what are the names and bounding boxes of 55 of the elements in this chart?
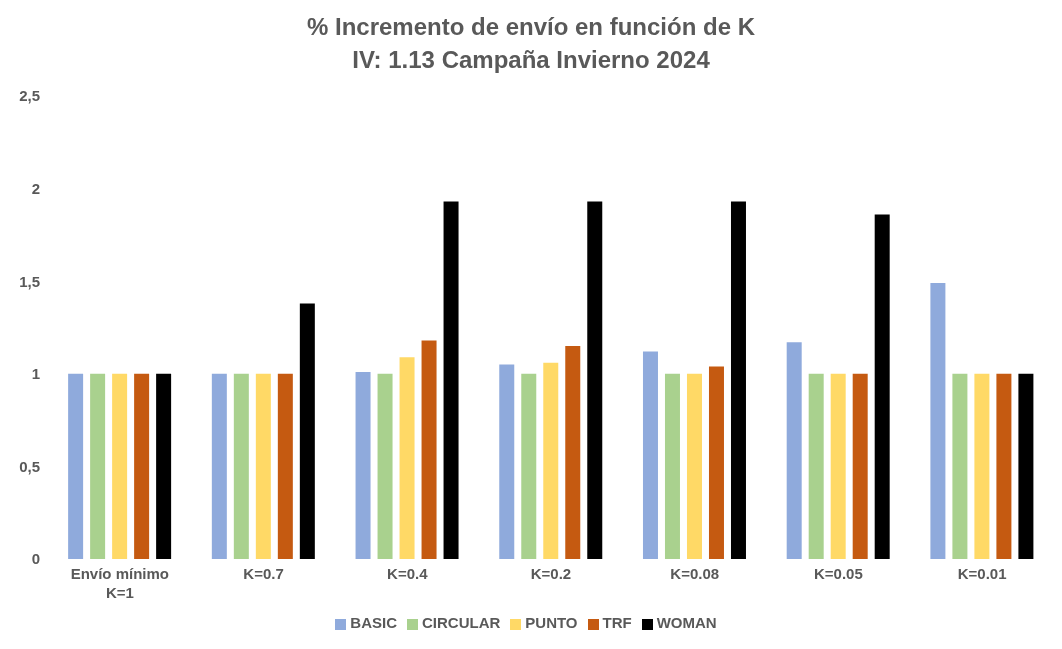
- bar: [421, 340, 437, 559]
- bar: [233, 373, 249, 559]
- chart-title: % Incremento de envío en función de K: [305, 12, 757, 42]
- x-tick-label: K=0.08: [670, 565, 720, 582]
- bar: [277, 373, 293, 559]
- bar: [830, 373, 846, 559]
- x-tick-label: K=0.01: [957, 565, 1007, 582]
- bar: [255, 373, 271, 559]
- bar: [808, 373, 824, 559]
- x-tick-label: K=0.4: [387, 565, 429, 582]
- bar: [211, 373, 227, 559]
- bar: [974, 373, 990, 559]
- bar: [852, 373, 868, 559]
- bar: [708, 366, 724, 559]
- bar: [112, 373, 128, 559]
- bar: [996, 373, 1012, 559]
- legend-label: CIRCULAR: [421, 614, 501, 631]
- bar: [565, 346, 581, 559]
- y-tick-label: 0: [31, 550, 40, 568]
- bar: [90, 373, 106, 559]
- bar: [874, 214, 890, 559]
- legend-label: TRF: [602, 614, 632, 631]
- legend-label: WOMAN: [656, 614, 717, 631]
- x-tick-label: Envío mínimo K=1: [70, 565, 170, 601]
- bar: [1018, 373, 1034, 559]
- bar: [587, 201, 603, 559]
- y-tick-label: 2: [31, 179, 40, 197]
- bar: [930, 283, 946, 559]
- bar: [134, 373, 150, 559]
- bar: [521, 373, 537, 559]
- bar: [68, 373, 84, 559]
- y-tick-label: 1,5: [19, 272, 40, 290]
- chart-subtitle: IV: 1.13 Campaña Invierno 2024: [351, 45, 711, 75]
- y-tick-label: 2,5: [19, 87, 40, 105]
- x-tick-label: K=0.05: [814, 565, 863, 582]
- bar: [642, 351, 658, 559]
- bar: [377, 373, 393, 559]
- bar: [686, 373, 702, 559]
- x-tick-label: K=0.7: [243, 565, 284, 582]
- bar: [299, 303, 315, 559]
- bar: [499, 364, 515, 559]
- bar: [543, 362, 559, 559]
- legend-label: BASIC: [350, 614, 397, 631]
- legend-label: PUNTO: [525, 614, 578, 631]
- bar: [399, 357, 415, 559]
- bar: [355, 371, 371, 559]
- x-tick-label: K=0.2: [530, 565, 572, 582]
- bar: [952, 373, 968, 559]
- y-tick-label: 0,5: [19, 457, 40, 475]
- bar: [786, 342, 802, 559]
- bar: [664, 373, 680, 559]
- bar: [443, 201, 459, 559]
- bar: [156, 373, 172, 559]
- y-tick-label: 1: [31, 365, 40, 383]
- bar: [730, 201, 746, 559]
